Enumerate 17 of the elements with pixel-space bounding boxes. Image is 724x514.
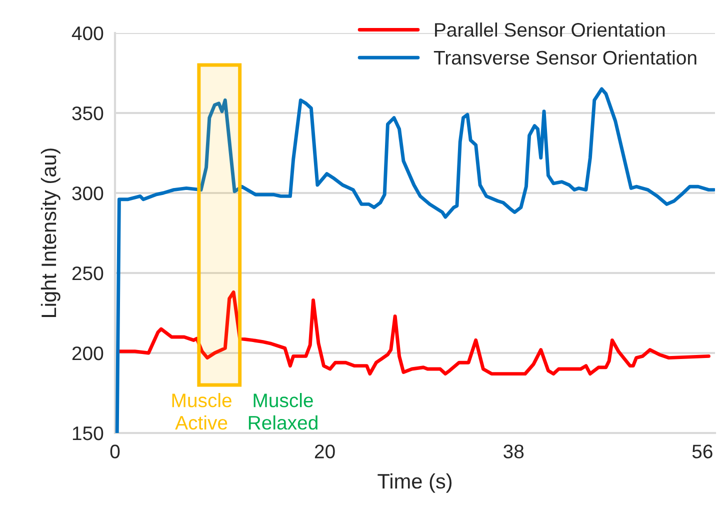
band-label: Muscle Active [172,393,232,430]
x-tick-label: 38 [504,444,524,458]
y-tick-label: 350 [72,106,104,120]
legend-label: Transverse Sensor Orientation [434,50,696,65]
y-tick-label: 300 [72,186,104,200]
line-series [117,290,710,376]
y-tick-label: 400 [72,26,104,40]
x-axis-title: Time (s) [378,473,452,493]
y-axis-title: Light Intensity (au) [40,148,60,317]
x-tick-label: 20 [314,444,335,458]
y-tick-label: 150 [72,426,104,440]
legend-label: Parallel Sensor Orientation [435,22,665,37]
x-tick-label: 0 [110,444,120,458]
y-tick-label: 250 [72,266,104,280]
annotation: Muscle Relaxed [248,393,318,430]
x-tick-label: 56 [692,444,712,458]
y-tick-label: 200 [72,346,104,360]
